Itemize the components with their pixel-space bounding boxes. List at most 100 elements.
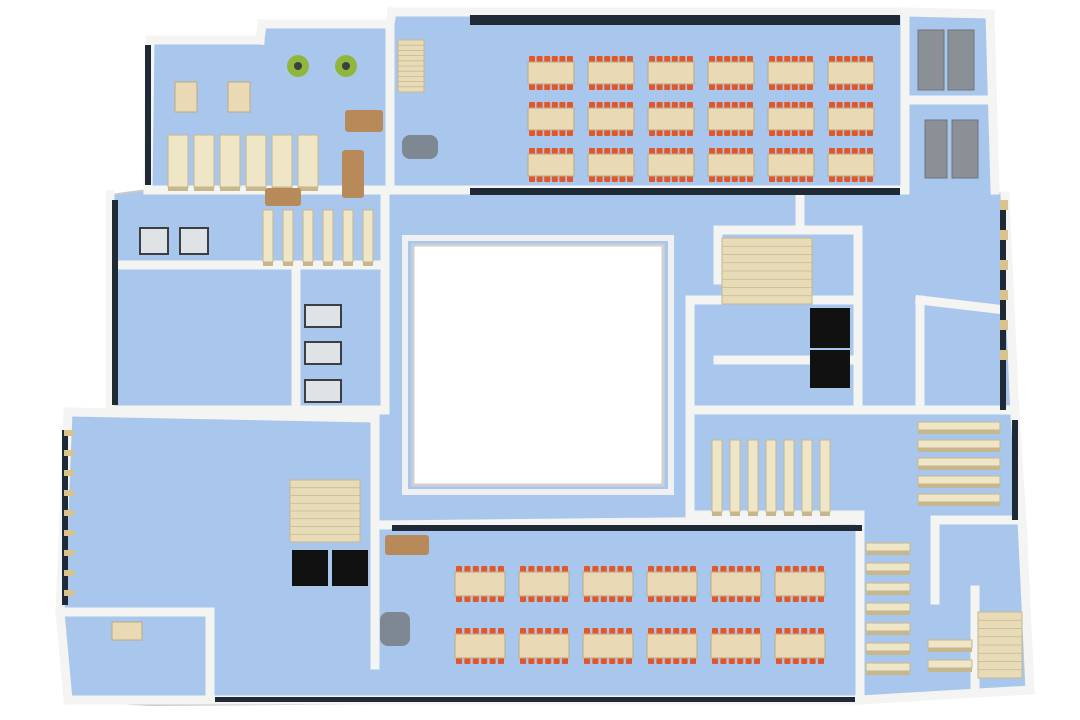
chair-icon	[596, 56, 603, 62]
chair-icon	[673, 658, 680, 664]
chair-icon	[690, 628, 696, 634]
staircase-icon	[721, 237, 813, 305]
chair-icon	[712, 628, 718, 634]
chair-icon	[656, 566, 663, 572]
chair-icon	[829, 176, 835, 182]
glass-window	[112, 200, 118, 405]
chair-icon	[679, 102, 686, 108]
chair-icon	[600, 658, 607, 664]
chair-icon	[456, 596, 462, 602]
chair-icon	[731, 176, 738, 182]
chair-icon	[791, 84, 798, 90]
chair-icon	[626, 566, 632, 572]
window-frame	[64, 550, 74, 556]
chair-icon	[529, 102, 535, 108]
chair-icon	[664, 566, 671, 572]
chair-icon	[731, 56, 738, 62]
chair-icon	[799, 84, 806, 90]
elevator-icon	[810, 308, 850, 348]
bookshelf-base	[766, 512, 776, 516]
reading-table-icon	[707, 148, 755, 182]
chair-icon	[737, 566, 744, 572]
chair-icon	[792, 566, 799, 572]
chair-icon	[520, 566, 526, 572]
chair-icon	[829, 148, 835, 154]
bookshelf-base	[363, 262, 373, 266]
wall-segment	[900, 7, 995, 19]
chair-icon	[799, 102, 806, 108]
chair-icon	[536, 102, 543, 108]
wall-segment	[370, 515, 865, 530]
chair-icon	[829, 56, 835, 62]
bookshelf-base	[730, 512, 740, 516]
chair-icon	[737, 596, 744, 602]
reading-table	[647, 153, 695, 177]
south-reading-room	[454, 566, 826, 664]
chair-icon	[649, 102, 655, 108]
chair-icon	[844, 102, 851, 108]
chair-icon	[656, 130, 663, 136]
chair-icon	[731, 102, 738, 108]
chair-icon	[807, 84, 813, 90]
chair-icon	[609, 658, 616, 664]
bookshelf-icon	[865, 662, 911, 672]
chair-icon	[867, 148, 873, 154]
group-table	[174, 81, 198, 113]
reading-table-icon	[647, 148, 695, 182]
chair-icon	[617, 566, 624, 572]
window-frame	[64, 490, 74, 496]
bookshelf-icon	[865, 562, 911, 572]
reading-table-icon	[587, 56, 635, 90]
chair-icon	[720, 596, 727, 602]
chair-icon	[739, 176, 746, 182]
chair-icon	[776, 658, 782, 664]
chair-icon	[776, 102, 783, 108]
chair-icon	[829, 102, 835, 108]
chair-icon	[851, 102, 858, 108]
chair-icon	[589, 176, 595, 182]
chair-icon	[836, 148, 843, 154]
reading-table-icon	[646, 566, 698, 602]
chair-icon	[536, 628, 543, 634]
chair-icon	[745, 596, 752, 602]
bookshelf-base	[866, 651, 910, 655]
atrium-rail	[402, 235, 674, 495]
chair-icon	[648, 628, 654, 634]
chair-icon	[617, 596, 624, 602]
chair-icon	[536, 596, 543, 602]
reading-table	[587, 61, 635, 85]
window-frame	[64, 530, 74, 536]
chair-icon	[648, 658, 654, 664]
chair-icon	[801, 596, 808, 602]
chair-icon	[807, 56, 813, 62]
chair-icon	[844, 176, 851, 182]
chair-icon	[529, 130, 535, 136]
wall-segment	[55, 607, 73, 705]
chair-icon	[754, 566, 760, 572]
chair-icon	[836, 56, 843, 62]
chair-icon	[536, 56, 543, 62]
storage-cabinet	[917, 29, 945, 91]
chair-icon	[799, 148, 806, 154]
chair-icon	[739, 84, 746, 90]
chair-icon	[551, 56, 558, 62]
chair-icon	[728, 566, 735, 572]
fixtures	[64, 29, 1023, 679]
chair-icon	[544, 176, 551, 182]
reading-table-icon	[518, 628, 570, 664]
chair-icon	[818, 596, 824, 602]
lounge-chair	[380, 612, 410, 646]
chair-icon	[609, 566, 616, 572]
bookshelf-icon	[865, 542, 911, 552]
chair-icon	[687, 84, 693, 90]
chair-icon	[681, 566, 688, 572]
bookshelf-base	[928, 668, 972, 672]
chair-icon	[600, 566, 607, 572]
bookshelf-icon	[917, 421, 1001, 431]
storage-cabinet	[924, 119, 948, 179]
reading-table	[587, 107, 635, 131]
chair-icon	[679, 84, 686, 90]
wall-segment	[1017, 515, 1035, 695]
chair-icon	[716, 56, 723, 62]
chair-icon	[791, 130, 798, 136]
